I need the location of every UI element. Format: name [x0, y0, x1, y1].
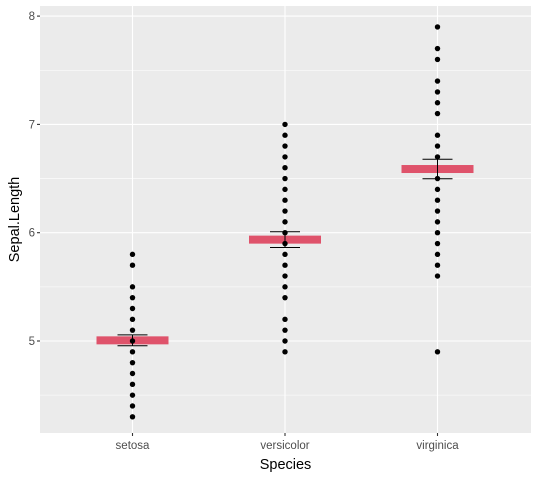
data-point — [282, 154, 288, 160]
y-tick-label: 5 — [29, 336, 35, 348]
x-tick-label: setosa — [116, 440, 150, 452]
data-point — [282, 262, 288, 268]
x-tick-label: versicolor — [260, 440, 309, 452]
data-point — [434, 208, 441, 214]
data-point — [434, 143, 441, 149]
data-point — [434, 262, 441, 268]
data-point — [282, 143, 288, 149]
data-point — [434, 45, 441, 52]
data-point — [434, 186, 441, 193]
x-axis-title: Species — [260, 457, 312, 473]
data-point — [129, 370, 136, 377]
data-point — [129, 327, 136, 333]
data-point — [282, 186, 288, 193]
data-point — [434, 219, 441, 225]
data-point — [129, 414, 136, 420]
data-point — [129, 338, 136, 344]
data-point — [282, 294, 288, 301]
data-point — [434, 78, 441, 84]
data-point — [282, 349, 288, 355]
data-point — [129, 403, 136, 409]
data-point — [434, 24, 441, 30]
axes: 5 6 7 8 setosa versicolor virginica — [29, 11, 460, 452]
data-point — [434, 175, 441, 182]
data-point — [282, 284, 288, 290]
data-point — [129, 251, 136, 258]
data-point — [129, 392, 136, 398]
data-point — [434, 89, 441, 95]
data-point — [282, 175, 288, 182]
data-point — [434, 349, 441, 355]
data-point — [129, 359, 136, 366]
data-point — [434, 197, 441, 203]
data-point — [282, 251, 288, 258]
data-point — [129, 349, 136, 355]
data-point — [129, 305, 136, 312]
data-point — [282, 338, 288, 344]
data-point — [434, 56, 441, 63]
data-point — [282, 132, 288, 138]
y-tick-label: 6 — [29, 228, 35, 240]
data-point — [282, 273, 288, 279]
data-point — [282, 240, 288, 247]
data-point — [129, 316, 136, 323]
data-point — [129, 294, 136, 301]
data-point — [282, 208, 288, 214]
data-point — [282, 219, 288, 225]
data-point — [129, 284, 136, 290]
chart-marks — [96, 24, 474, 420]
data-point — [282, 316, 288, 323]
y-axis-title: Sepal.Length — [7, 177, 23, 262]
data-point — [434, 154, 441, 160]
data-point — [434, 230, 441, 236]
y-tick-label: 8 — [29, 11, 35, 23]
y-tick-label: 7 — [29, 119, 35, 131]
x-tick-label: virginica — [416, 440, 459, 452]
data-point — [282, 165, 288, 171]
data-point — [434, 240, 441, 247]
data-point — [434, 273, 441, 279]
data-point — [282, 197, 288, 203]
data-point — [434, 251, 441, 258]
data-point — [434, 100, 441, 106]
data-point — [129, 381, 136, 388]
data-point — [434, 132, 441, 138]
data-point — [129, 262, 136, 268]
data-point — [282, 121, 288, 128]
data-point — [282, 327, 288, 333]
data-point — [282, 230, 288, 236]
data-point — [434, 110, 441, 117]
